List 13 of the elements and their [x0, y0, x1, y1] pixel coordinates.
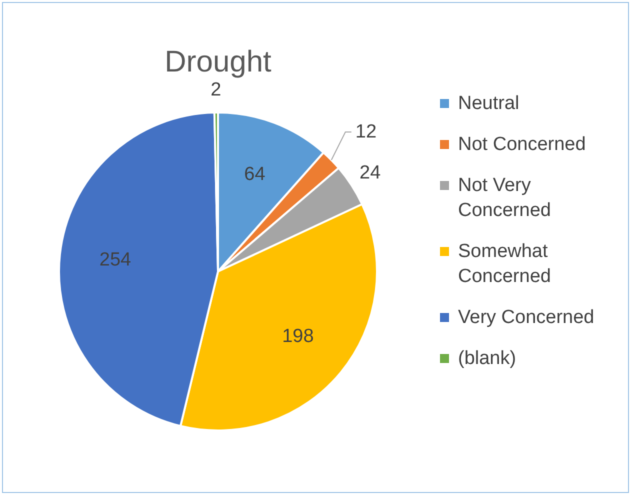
legend-label: (blank): [458, 347, 516, 371]
data-label: 64: [244, 164, 266, 186]
data-label: 12: [355, 121, 377, 142]
legend-label: Somewhat Concerned: [458, 240, 552, 289]
legend-label: Very Concerned: [458, 306, 594, 330]
legend-label: Not Concerned: [458, 133, 586, 157]
data-label: 198: [282, 326, 314, 348]
legend-label: Neutral: [458, 92, 520, 116]
chart-title: Drought: [164, 45, 272, 78]
legend-label: Not Very Concerned: [458, 174, 552, 223]
data-label: 254: [99, 250, 132, 271]
data-label: 24: [360, 162, 382, 184]
data-label: 2: [210, 80, 222, 101]
